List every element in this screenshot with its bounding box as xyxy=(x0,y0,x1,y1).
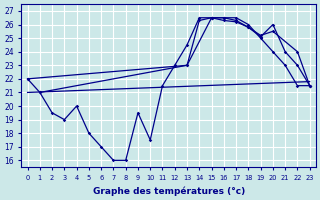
X-axis label: Graphe des températures (°c): Graphe des températures (°c) xyxy=(92,186,245,196)
